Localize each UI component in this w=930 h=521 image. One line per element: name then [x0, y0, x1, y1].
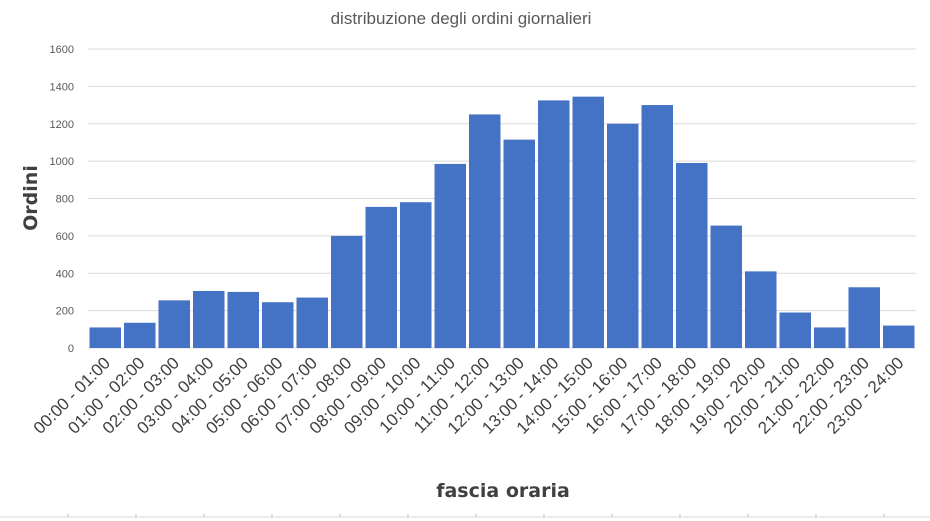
- bar: [434, 163, 466, 348]
- bar: [779, 312, 811, 348]
- bar: [124, 322, 156, 348]
- bar: [503, 139, 535, 348]
- bars: [89, 96, 915, 348]
- y-tick-label: 800: [56, 194, 74, 206]
- bar: [641, 105, 673, 348]
- bar: [400, 202, 432, 348]
- y-tick-label: 1600: [50, 44, 74, 56]
- bar: [607, 123, 639, 348]
- y-tick-label: 200: [56, 306, 74, 318]
- bar: [572, 96, 604, 348]
- bar: [745, 271, 777, 348]
- bar: [89, 327, 121, 348]
- chart-title: distribuzione degli ordini giornalieri: [331, 9, 592, 28]
- y-axis-ticks: 0 200 400 600 800 1000 1200 1400 1600: [50, 44, 74, 355]
- bar: [193, 291, 225, 348]
- bar: [676, 162, 708, 348]
- y-tick-label: 0: [68, 343, 74, 355]
- y-tick-label: 600: [56, 231, 74, 243]
- bar: [158, 300, 190, 348]
- bar: [296, 297, 328, 348]
- gridlines: [88, 48, 916, 349]
- bottom-ticks: [67, 514, 885, 517]
- bar: [710, 225, 742, 348]
- bar: [538, 100, 570, 348]
- y-tick-label: 400: [56, 268, 74, 280]
- y-axis-label: Ordini: [20, 165, 42, 231]
- bar: [365, 206, 397, 348]
- bar: [227, 291, 259, 348]
- y-tick-label: 1200: [50, 119, 74, 131]
- y-tick-label: 1000: [50, 156, 74, 168]
- x-axis-label: fascia oraria: [436, 480, 570, 502]
- bar: [814, 327, 846, 348]
- bar: [469, 114, 501, 348]
- y-tick-label: 1400: [50, 81, 74, 93]
- bar: [883, 325, 915, 348]
- bar: [848, 287, 880, 348]
- bar: [331, 235, 363, 348]
- bar: [262, 302, 294, 348]
